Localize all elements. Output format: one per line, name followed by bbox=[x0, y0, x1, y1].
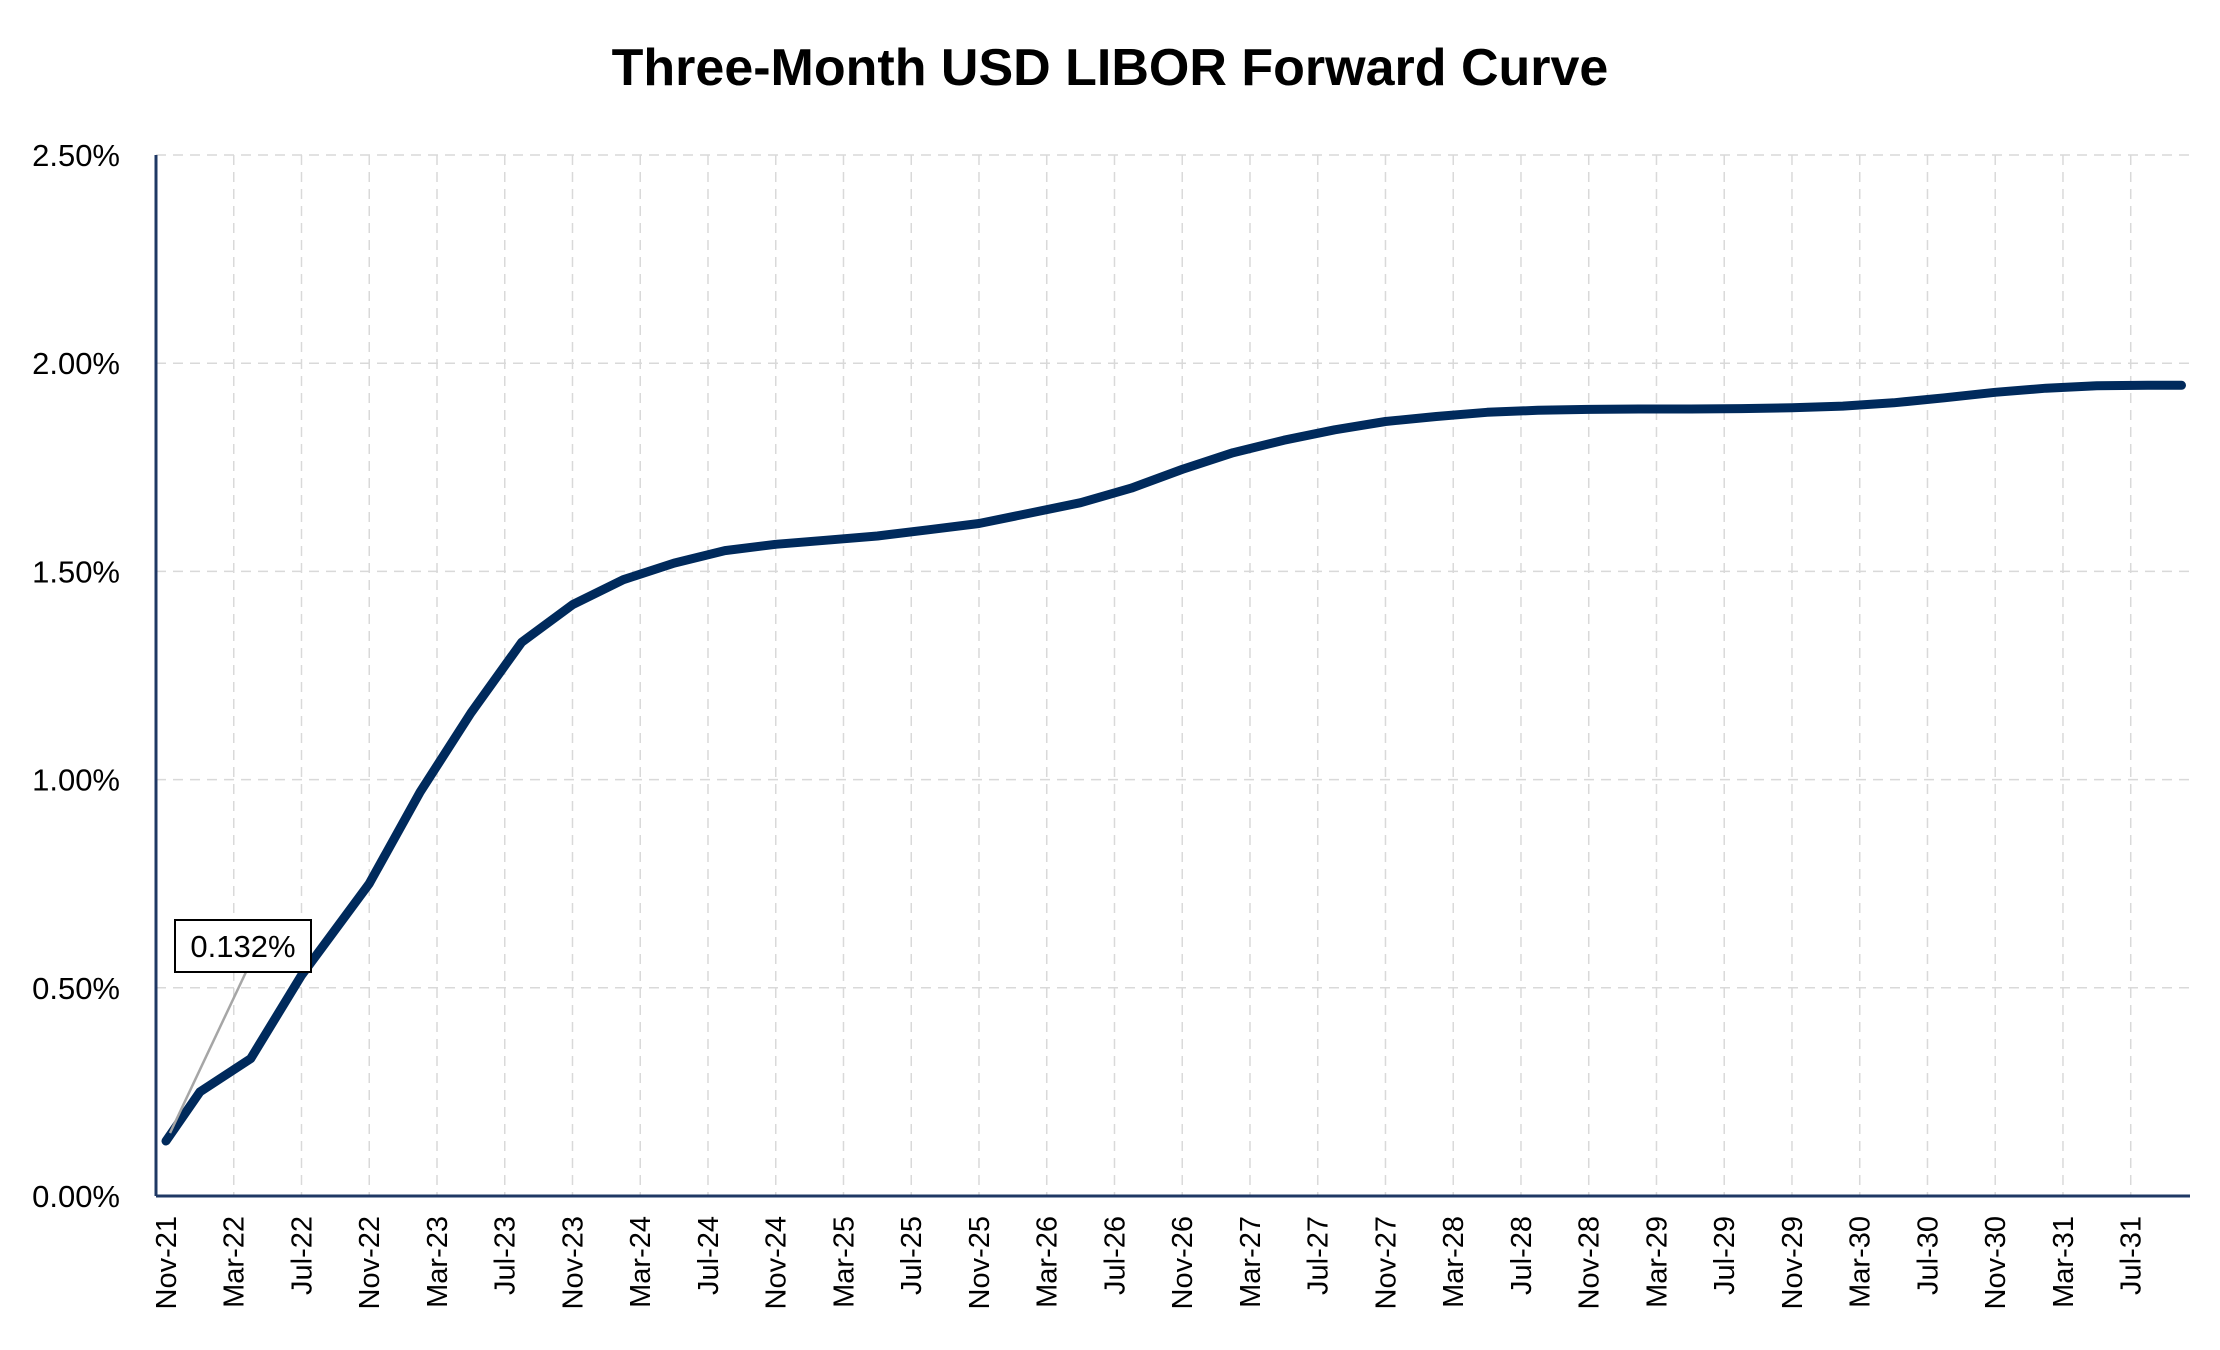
gridlines bbox=[156, 154, 2190, 1196]
x-tick-label: Nov-23 bbox=[557, 1216, 589, 1310]
x-tick-label: Nov-22 bbox=[354, 1216, 386, 1310]
x-tick-label: Jul-30 bbox=[1912, 1216, 1944, 1295]
x-tick-label: Mar-27 bbox=[1235, 1216, 1267, 1308]
x-tick-label: Jul-28 bbox=[1506, 1216, 1538, 1295]
x-tick-label: Jul-29 bbox=[1709, 1216, 1741, 1295]
x-tick-label: Jul-24 bbox=[693, 1216, 725, 1295]
x-tick-label: Mar-28 bbox=[1438, 1216, 1470, 1308]
x-tick-label: Nov-26 bbox=[1167, 1216, 1199, 1310]
axes bbox=[154, 155, 2190, 1198]
y-tick-label: 1.50% bbox=[32, 554, 120, 589]
x-tick-label: Jul-23 bbox=[490, 1216, 522, 1295]
x-tick-label: Jul-27 bbox=[1303, 1216, 1335, 1295]
y-tick-label: 1.00% bbox=[32, 763, 120, 798]
x-tick-label: Nov-29 bbox=[1777, 1216, 1809, 1310]
chart-title: Three-Month USD LIBOR Forward Curve bbox=[611, 39, 1609, 97]
data-label-box bbox=[174, 919, 312, 973]
x-tick-label: Mar-22 bbox=[219, 1216, 251, 1308]
x-tick-label: Nov-28 bbox=[1574, 1216, 1606, 1310]
series-layer bbox=[161, 380, 2186, 1146]
x-tick-label: Nov-24 bbox=[761, 1216, 793, 1310]
series-line bbox=[161, 380, 2186, 1146]
x-tick-label: Nov-21 bbox=[151, 1216, 183, 1310]
data-label: 0.132% bbox=[190, 929, 295, 964]
x-tick-label: Jul-25 bbox=[896, 1216, 928, 1295]
y-tick-label: 0.50% bbox=[32, 971, 120, 1006]
x-tick-label: Jul-26 bbox=[1099, 1216, 1131, 1295]
y-tick-label: 0.00% bbox=[32, 1179, 120, 1214]
x-tick-label: Mar-25 bbox=[828, 1216, 860, 1308]
x-tick-label: Mar-31 bbox=[2048, 1216, 2080, 1308]
x-tick-label: Mar-30 bbox=[1845, 1216, 1877, 1308]
x-tick-label: Jul-22 bbox=[286, 1216, 318, 1295]
y-tick-label: 2.50% bbox=[32, 138, 120, 173]
x-tick-label: Nov-30 bbox=[1980, 1216, 2012, 1310]
x-tick-label: Mar-29 bbox=[1641, 1216, 1673, 1308]
x-tick-label: Nov-27 bbox=[1370, 1216, 1402, 1310]
x-tick-label: Mar-24 bbox=[625, 1216, 657, 1308]
y-tick-label: 2.00% bbox=[32, 346, 120, 381]
callout-leader bbox=[168, 971, 248, 1134]
annotations: 0.132% bbox=[168, 919, 312, 1134]
x-tick-label: Mar-26 bbox=[1032, 1216, 1064, 1308]
x-tick-label: Jul-31 bbox=[2116, 1216, 2148, 1295]
tick-labels: 0.00% 0.50% 1.00% 1.50% 2.00% 2.50% Nov-21 Mar-… bbox=[32, 138, 2148, 1310]
x-tick-label: Mar-23 bbox=[422, 1216, 454, 1308]
x-tick-label: Nov-25 bbox=[964, 1216, 996, 1310]
